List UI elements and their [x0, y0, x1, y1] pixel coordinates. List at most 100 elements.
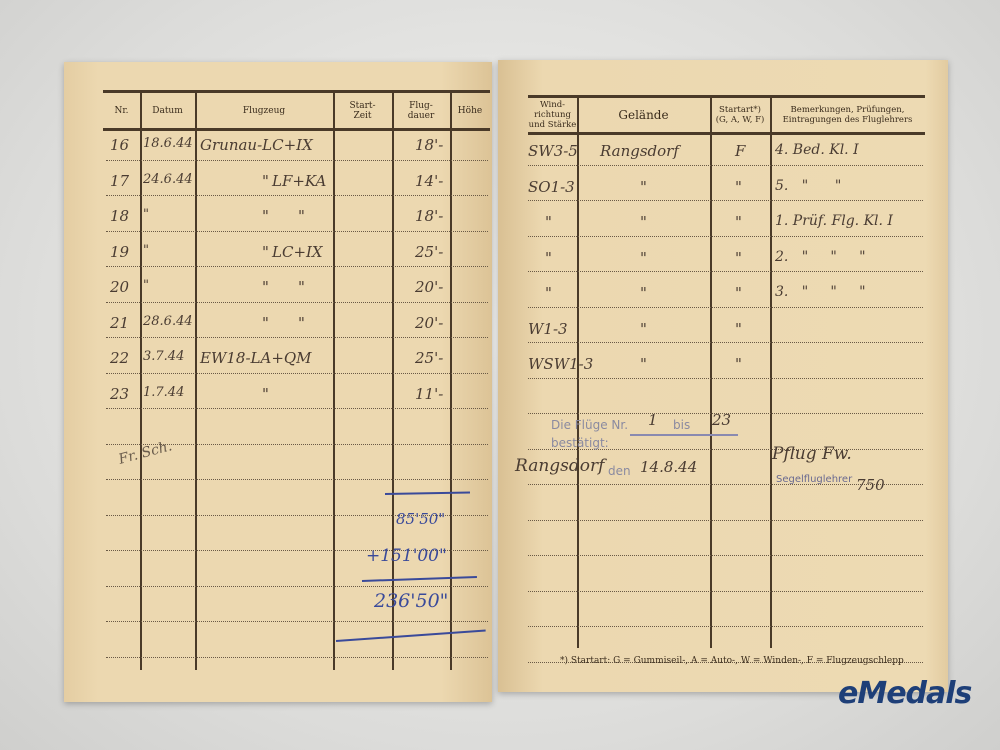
terrain: Rangsdorf [600, 142, 679, 160]
flight-duration: 20'- [415, 313, 444, 332]
row-line [106, 195, 488, 196]
row-line [106, 159, 488, 161]
cert-from: 1 [648, 411, 658, 429]
aircraft-registration: " [298, 207, 305, 225]
cert-stamp: Die Flüge Nr. [551, 418, 629, 432]
table-header-rule [528, 132, 925, 135]
instructor-role-stamp: Segelfluglehrer [776, 474, 853, 485]
wind: SW3-5 [528, 142, 578, 160]
remark: 4. Bed. Kl. I [775, 142, 859, 158]
column-divider [195, 90, 197, 670]
flight-duration: 14'- [415, 171, 444, 190]
wind: " [545, 213, 552, 231]
row-line [106, 514, 488, 516]
emedals-logo: eMedals [838, 676, 972, 711]
flight-number: 17 [110, 171, 130, 190]
row-line [528, 448, 923, 450]
terrain: " [640, 213, 647, 231]
wind: " [545, 284, 552, 302]
table-top-rule [528, 95, 925, 98]
row-line [528, 235, 923, 237]
wind: WSW1-3 [528, 355, 594, 373]
aircraft-registration: " [298, 313, 305, 332]
terrain: " [640, 177, 647, 196]
wind: " [545, 248, 552, 267]
flight-number: 23 [110, 384, 130, 403]
row-line [106, 621, 488, 622]
row-line [528, 164, 923, 166]
flight-number: 19 [110, 242, 130, 261]
cert-underline [630, 434, 738, 436]
flight-date: 28.6.44 [143, 313, 193, 329]
row-line [528, 484, 923, 485]
column-divider [140, 90, 142, 670]
column-header: Bemerkungen, Prüfungen, Eintragungen des… [782, 105, 913, 125]
column-header: Flug- dauer [407, 100, 435, 121]
flight-duration: 20'- [415, 278, 444, 296]
column-header: Nr. [114, 105, 129, 116]
aircraft: " [262, 207, 269, 225]
aircraft: " [262, 242, 269, 261]
row-line [106, 372, 488, 374]
aircraft: " [262, 384, 269, 403]
wind: SO1-3 [528, 177, 575, 196]
remark: 2. " " " [775, 248, 866, 265]
column-divider [392, 90, 394, 670]
row-line [528, 271, 923, 272]
aircraft-registration: " [298, 278, 305, 296]
terrain: " [640, 319, 647, 338]
launch-type: " [735, 319, 742, 338]
row-line [528, 306, 923, 308]
sum-current: +151'00" [366, 546, 447, 566]
sum-total: 236'50" [374, 590, 449, 612]
launch-type: " [735, 177, 742, 196]
flight-duration: 18'- [415, 207, 444, 225]
launch-type: F [735, 142, 746, 160]
column-divider [333, 90, 335, 670]
terrain: " [640, 284, 647, 302]
row-line [106, 656, 488, 658]
flight-number: 20 [110, 278, 130, 296]
remark: 1. Prüf. Flg. Kl. I [775, 213, 893, 229]
row-line [528, 661, 923, 663]
flight-number: 18 [110, 207, 130, 225]
column-header: Startart*) (G, A, W, F) [715, 105, 765, 125]
remark: 3. " " " [775, 284, 866, 300]
terrain: " [640, 248, 647, 267]
aircraft: Grunau-LC+IX [200, 136, 313, 154]
cert-den: den [608, 464, 631, 478]
row-line [528, 590, 923, 592]
column-divider [770, 95, 772, 648]
column-header: Start- Zeit [349, 100, 376, 121]
launch-type: " [735, 248, 742, 267]
cert-date: 14.8.44 [640, 458, 698, 476]
row-line [528, 200, 923, 201]
flight-date: 18.6.44 [143, 136, 193, 151]
cert-bis: bis [673, 418, 691, 432]
row-line [528, 519, 923, 521]
column-header: Datum [152, 105, 183, 116]
cert-bestaetigt: bestätigt: [551, 436, 609, 450]
row-line [106, 550, 488, 551]
row-line [106, 443, 488, 445]
sum-previous: 85'50" [396, 510, 446, 528]
flight-number: 16 [110, 136, 130, 154]
aircraft: " [262, 171, 269, 190]
column-divider [577, 95, 579, 648]
flight-number: 22 [110, 349, 130, 367]
row-line [528, 413, 923, 414]
launch-type: " [735, 284, 742, 302]
row-line [106, 301, 488, 303]
launch-type: " [735, 355, 742, 373]
flight-duration: 18'- [415, 136, 444, 154]
column-header: Wind- richtung und Stärke [528, 100, 577, 130]
row-line [528, 626, 923, 627]
row-line [106, 479, 488, 480]
cert-to: 23 [712, 411, 732, 429]
flight-duration: 11'- [415, 384, 444, 403]
row-line [106, 408, 488, 409]
flight-date: 3.7.44 [143, 349, 185, 364]
row-line [528, 377, 923, 379]
flight-date: " [143, 278, 149, 293]
instructor-number: 750 [856, 476, 885, 494]
